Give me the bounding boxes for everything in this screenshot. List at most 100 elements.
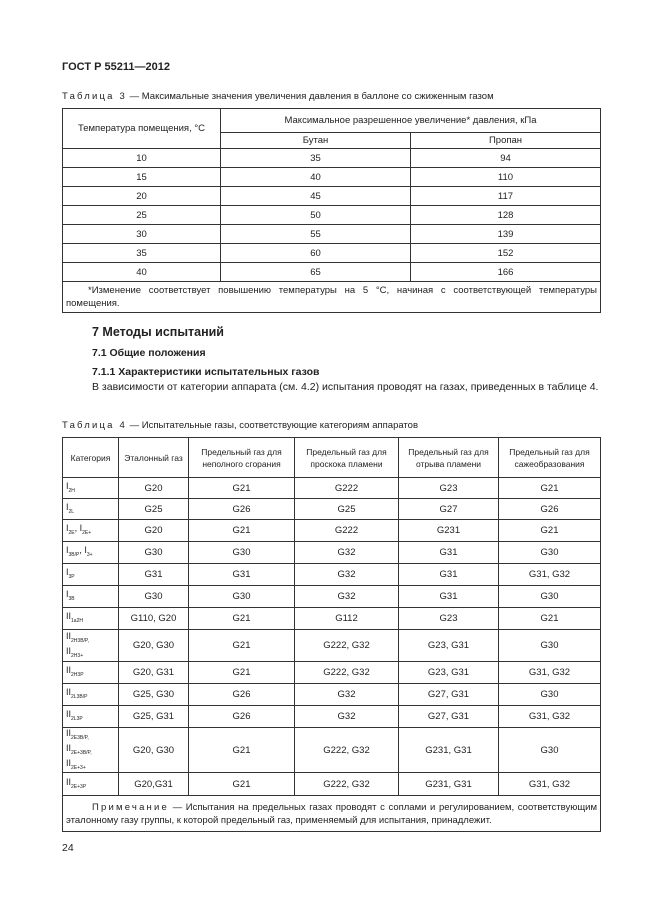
table-cell: 30 xyxy=(62,224,221,244)
table-cell: G21 xyxy=(188,477,295,499)
category-sub: 2H3+ xyxy=(71,652,84,659)
table-row: 40 65 166 xyxy=(62,262,602,282)
table-cell: G27, G31 xyxy=(398,683,499,706)
table-caption: Таблица 3 — Максимальные значения увелич… xyxy=(62,91,494,102)
category-base: , I xyxy=(79,545,87,556)
table-cell: G20, G30 xyxy=(118,629,189,662)
category-base: I xyxy=(66,589,69,600)
table-row: II1a2H G110, G20 G21 G112 G23 G21 xyxy=(62,607,601,630)
table-row: Примечание — Испытания на предельных газ… xyxy=(62,795,601,833)
category-line: II2H3P xyxy=(66,665,115,680)
category-base: II xyxy=(66,630,72,641)
category-base: II xyxy=(66,709,72,720)
category-line: II2L3P xyxy=(66,709,115,724)
table-row: I2E, I2E+ G20 G21 G222 G231 G21 xyxy=(62,519,601,542)
table-cell: 35 xyxy=(220,148,411,168)
table-cell: 128 xyxy=(409,205,602,225)
table-cell: G31 xyxy=(188,563,295,586)
table-row: II2H3B/P, II 2H3+ G20, G30 G21 G222, G32 G23, … xyxy=(62,629,601,662)
category-base: I xyxy=(66,501,69,512)
table-cell: G20 xyxy=(118,519,189,542)
caption-text: — Испытательные газы, соответствующие ка… xyxy=(129,420,419,431)
category-line: II2E+3B/P, xyxy=(66,743,115,758)
category-sub: 2L xyxy=(68,508,75,515)
table-cell: G21 xyxy=(188,519,295,542)
category-sub: 2E+3B/P, xyxy=(71,749,92,756)
table-row: II2E3B/P, II2E+3B/P, II2E+3+ G20, G30 G21 G22… xyxy=(62,726,601,774)
category-cell: II2H3P xyxy=(62,661,119,684)
table-cell: G26 xyxy=(498,498,601,520)
subsection-title: 7.1 Общие положения xyxy=(92,347,206,359)
table-cell: G31 xyxy=(118,563,189,586)
category-sub: 2L3B/P xyxy=(71,693,88,700)
table-cell: G32 xyxy=(294,705,399,728)
table-cell: G20 xyxy=(118,477,189,499)
table-row: II2L3B/P G25, G30 G26 G32 G27, G31 G30 xyxy=(62,683,601,706)
table-cell: G110, G20 xyxy=(118,607,189,630)
page-number: 24 xyxy=(62,842,74,854)
category-sub: 3B xyxy=(68,595,75,602)
table-cell: G30 xyxy=(188,541,295,564)
table-cell: G23, G31 xyxy=(398,661,499,684)
table-cell: G27 xyxy=(398,498,499,520)
paragraph: В зависимости от категории аппарата (см.… xyxy=(92,381,599,393)
table-cell: G222, G32 xyxy=(294,661,399,684)
table-cell: 110 xyxy=(409,167,602,187)
table-cell: G20, G31 xyxy=(118,661,189,684)
category-sub: 2H3B/P, xyxy=(71,637,89,644)
table-cell: G222, G32 xyxy=(294,629,399,662)
table-cell: 40 xyxy=(220,167,411,187)
header-cell: Максимальное разрешенное увеличение* дав… xyxy=(219,108,602,133)
table-cell: G23, G31 xyxy=(398,629,499,662)
table-cell: G26 xyxy=(188,498,295,520)
header-cell: Предельный газ для проскока пламени xyxy=(294,437,399,478)
table-cell: G222, G32 xyxy=(294,772,399,797)
table-row: 30 55 139 xyxy=(62,224,602,244)
header-cell: Предельный газ для сажеобразования xyxy=(498,437,601,478)
caption-label: Таблица 4 xyxy=(62,420,127,431)
category-cell: II2E3B/P, II2E+3B/P, II2E+3+ xyxy=(62,726,119,774)
header-cell: Температура помещения, °С xyxy=(62,108,221,149)
table-cell: G20, G30 xyxy=(118,726,189,774)
header-cell: Пропан xyxy=(409,132,602,149)
table-cell: G31 xyxy=(398,585,499,608)
table-cell: G21 xyxy=(188,629,295,662)
table-cell: G30 xyxy=(498,683,601,706)
table-cell: 25 xyxy=(62,205,221,225)
table-cell: 45 xyxy=(220,186,411,206)
table-cell: G26 xyxy=(188,683,295,706)
table-row: I3B/P, I3+ G30 G30 G32 G31 G30 xyxy=(62,541,601,564)
table-cell: G30 xyxy=(118,585,189,608)
table-row: 10 35 94 xyxy=(62,148,602,168)
table-cell: 20 xyxy=(62,186,221,206)
table-row: *Изменение соответствует повышению темпе… xyxy=(61,281,602,313)
table-cell: G31, G32 xyxy=(498,661,601,684)
category-sub: 2E+3P xyxy=(71,783,87,790)
category-base: I xyxy=(66,480,69,491)
table-cell: G25, G30 xyxy=(118,683,189,706)
table-cell: G31 xyxy=(398,541,499,564)
category-sub: 2H xyxy=(68,487,75,494)
table-cell: G30 xyxy=(118,541,189,564)
table-cell: G23 xyxy=(398,477,499,499)
category-cell: II1a2H xyxy=(62,607,119,630)
table-cell: G222 xyxy=(294,519,399,542)
table-row: I3P G31 G31 G32 G31 G31, G32 xyxy=(62,563,601,586)
table-row: I2L G25 G26 G25 G27 G26 xyxy=(62,498,601,520)
category-line: II2H3B/P, xyxy=(66,631,115,646)
category-base: II xyxy=(66,687,72,698)
category-base: II xyxy=(66,742,72,753)
category-line: II2E3B/P, xyxy=(66,728,115,743)
table-cell: G31, G32 xyxy=(498,563,601,586)
category-line: I3B xyxy=(66,589,115,604)
table-row: I2H G20 G21 G222 G23 G21 xyxy=(62,477,601,499)
category-line: I2E, I2E+ xyxy=(66,523,115,538)
category-line: II2E+3+ xyxy=(66,758,115,773)
table-cell: G231 xyxy=(398,519,499,542)
section-title: 7 Методы испытаний xyxy=(92,325,224,339)
category-base: II xyxy=(66,776,72,787)
table-cell: G25, G31 xyxy=(118,705,189,728)
table-cell: 117 xyxy=(409,186,602,206)
category-base: II xyxy=(66,611,72,622)
